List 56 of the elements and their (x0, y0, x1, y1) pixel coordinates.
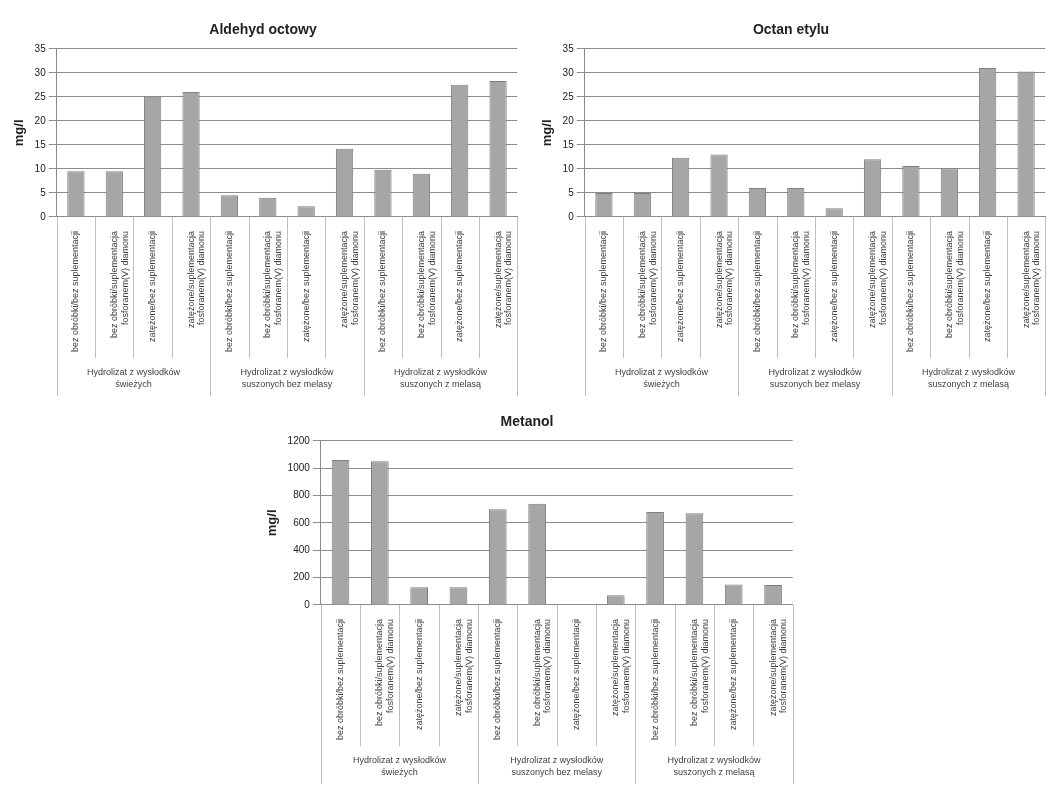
y-tick-label: 1200 (287, 434, 311, 446)
y-tick-label: 10 (562, 162, 575, 174)
y-tick-label: 600 (293, 516, 311, 528)
y-tick-label: 25 (562, 90, 575, 102)
text: Hydrolizat z wysłodków świeżych (86, 366, 181, 389)
y-tick-label: 30 (34, 66, 47, 78)
y-tick-label: 0 (304, 598, 311, 610)
y-tick-label: 20 (562, 114, 575, 126)
y-tick-label: 800 (293, 489, 311, 501)
text: Hydrolizat z wysłodków świeżych (614, 366, 709, 389)
x-tick-label: bez obróbki/bez suplementacji (598, 230, 609, 353)
text: Hydrolizat z wysłodków suszonych z melasą (921, 366, 1016, 389)
chart-title: Metanol (500, 413, 554, 430)
y-tick-label: 0 (40, 210, 47, 222)
y-tick-label: 25 (34, 90, 47, 102)
x-tick-label: bez obróbki/bez suplementacji (492, 618, 503, 741)
y-tick-label: 200 (293, 571, 311, 583)
x-tick-label: zatężone/bez suplementacji (982, 230, 993, 343)
x-tick-label: zatężone/bez suplementacji (570, 618, 581, 731)
x-tick-label: zatężone/bez suplementacji (675, 230, 686, 343)
y-tick-label: 0 (568, 210, 575, 222)
y-axis-title: mg/l (11, 119, 27, 147)
x-tick-label: bez obróbki/bez suplementacji (377, 230, 388, 353)
text: Hydrolizat z wysłodków suszonych bez melasy (510, 754, 604, 777)
y-tick-label: 15 (34, 138, 47, 150)
y-tick-label: 5 (568, 186, 575, 198)
y-tick-label: 35 (34, 42, 47, 54)
y-axis-title: mg/l (539, 119, 555, 147)
text: Hydrolizat z wysłodków suszonych z melasą (393, 366, 488, 389)
chart-title: Aldehyd octowy (209, 21, 317, 38)
text: Hydrolizat z wysłodków suszonych z melasą (667, 754, 762, 777)
y-tick-label: 10 (34, 162, 47, 174)
x-tick-label: zatężone/bez suplementacji (728, 618, 739, 731)
x-tick-label: zatężone/bez suplementacji (413, 618, 424, 731)
x-tick-label: zatężone/bez suplementacji (147, 230, 158, 343)
text: Hydrolizat z wysłodków świeżych (352, 754, 447, 777)
x-tick-label: bez obróbki/bez suplementacji (334, 618, 345, 741)
y-tick-label: 35 (562, 42, 575, 54)
x-tick-label: bez obróbki/bez suplementacji (751, 230, 762, 353)
x-tick-label: bez obróbki/bez suplementacji (70, 230, 81, 353)
text: Hydrolizat z wysłodków suszonych bez melasy (768, 366, 862, 389)
y-axis-title: mg/l (264, 509, 280, 537)
y-tick-label: 15 (562, 138, 575, 150)
x-tick-label: bez obróbki/bez suplementacji (649, 618, 660, 741)
y-tick-label: 5 (40, 186, 47, 198)
text: Hydrolizat z wysłodków suszonych bez melasy (240, 366, 334, 389)
x-tick-label: zatężone/bez suplementacji (300, 230, 311, 343)
y-tick-label: 1000 (287, 461, 311, 473)
x-tick-label: zatężone/bez suplementacji (828, 230, 839, 343)
x-tick-label: bez obróbki/bez suplementacji (905, 230, 916, 353)
y-tick-label: 400 (293, 543, 311, 555)
x-tick-label: bez obróbki/bez suplementacji (223, 230, 234, 353)
y-tick-label: 30 (562, 66, 575, 78)
chart-title: Octan etylu (752, 21, 830, 38)
y-tick-label: 20 (34, 114, 47, 126)
x-tick-label: zatężone/bez suplementacji (454, 230, 465, 343)
